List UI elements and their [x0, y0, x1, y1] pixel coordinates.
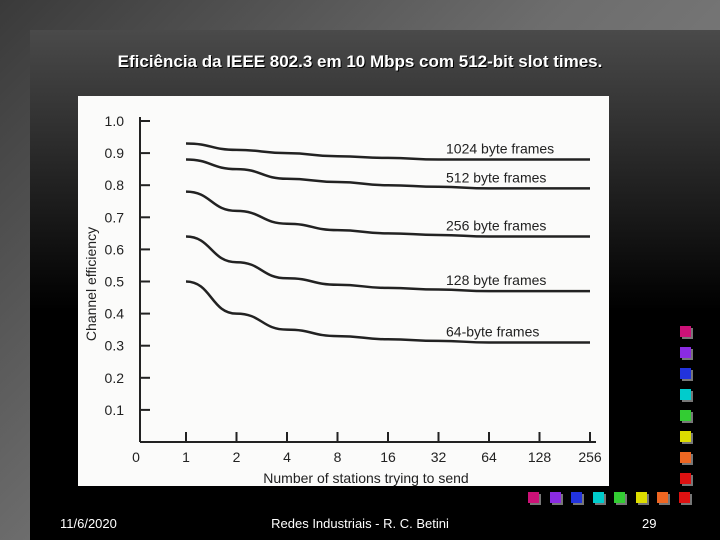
- x-tick-label: 4: [283, 449, 291, 465]
- series-line: [185, 158, 590, 190]
- x-tick-label: 8: [334, 449, 342, 465]
- efficiency-chart: 0.1 0.2 0.3 0.4 0.5 0.6 0.7 0.8 0.9 1.0 0 1 2 4 8 16 32 6…: [78, 96, 609, 486]
- decor-square: [528, 492, 539, 503]
- y-tick-label: 0.6: [105, 241, 125, 257]
- y-tick-label: 0.4: [105, 306, 125, 322]
- decor-square: [592, 492, 604, 503]
- y-tick-label: 1.0: [105, 113, 125, 129]
- decor-square: [680, 368, 691, 379]
- x-tick-label: 0: [132, 449, 140, 465]
- decor-square: [680, 347, 691, 358]
- series-line: [185, 142, 590, 161]
- x-tick-label: 1: [182, 449, 190, 465]
- slide: Eficiência da IEEE 802.3 em 10 Mbps com …: [30, 30, 720, 540]
- y-tick-label: 0.3: [105, 338, 125, 354]
- series-label: 64-byte frames: [446, 323, 539, 339]
- series-label: 512 byte frames: [446, 169, 546, 185]
- decor-square: [680, 326, 691, 337]
- decor-square: [549, 492, 561, 503]
- slide-title: Eficiência da IEEE 802.3 em 10 Mbps com …: [117, 52, 603, 71]
- series-line: [185, 190, 590, 238]
- page-number: 29: [642, 516, 657, 531]
- y-tick-label: 0.8: [105, 177, 125, 193]
- x-tick-label: 128: [528, 449, 552, 465]
- decor-square: [635, 492, 647, 503]
- y-tick-label: 0.5: [105, 274, 125, 290]
- series-line: [185, 235, 590, 293]
- x-tick-label: 256: [578, 449, 602, 465]
- decor-square: [571, 492, 582, 503]
- y-tick-label: 0.9: [105, 145, 125, 161]
- decor-square: [657, 492, 668, 503]
- y-axis-title: Channel efficiency: [83, 227, 99, 341]
- series-label: 256 byte frames: [446, 218, 546, 234]
- chart-canvas: 0.1 0.2 0.3 0.4 0.5 0.6 0.7 0.8 0.9 1.0 0 1 2 4 8 16 32 6…: [83, 113, 602, 486]
- y-tick-label: 0.7: [105, 209, 125, 225]
- series-line: [185, 280, 590, 344]
- x-tick-label: 32: [431, 449, 447, 465]
- series-label: 1024 byte frames: [446, 141, 554, 157]
- slide-author: Redes Industriais - R. C. Betini: [271, 516, 449, 531]
- slide-date: 11/6/2020: [60, 516, 117, 531]
- decor-square: [680, 389, 691, 400]
- y-tick-label: 0.1: [105, 402, 125, 418]
- x-tick-label: 64: [481, 449, 497, 465]
- decor-square: [680, 431, 691, 442]
- decor-square: [680, 452, 691, 463]
- decor-square: [680, 473, 691, 484]
- x-tick-label: 2: [233, 449, 241, 465]
- decor-square: [680, 410, 691, 421]
- decor-square: [678, 492, 690, 503]
- x-axis-title: Number of stations trying to send: [263, 470, 468, 486]
- y-tick-label: 0.2: [105, 370, 125, 386]
- decor-square: [614, 492, 625, 503]
- x-tick-label: 16: [380, 449, 396, 465]
- series-label: 128 byte frames: [446, 272, 546, 288]
